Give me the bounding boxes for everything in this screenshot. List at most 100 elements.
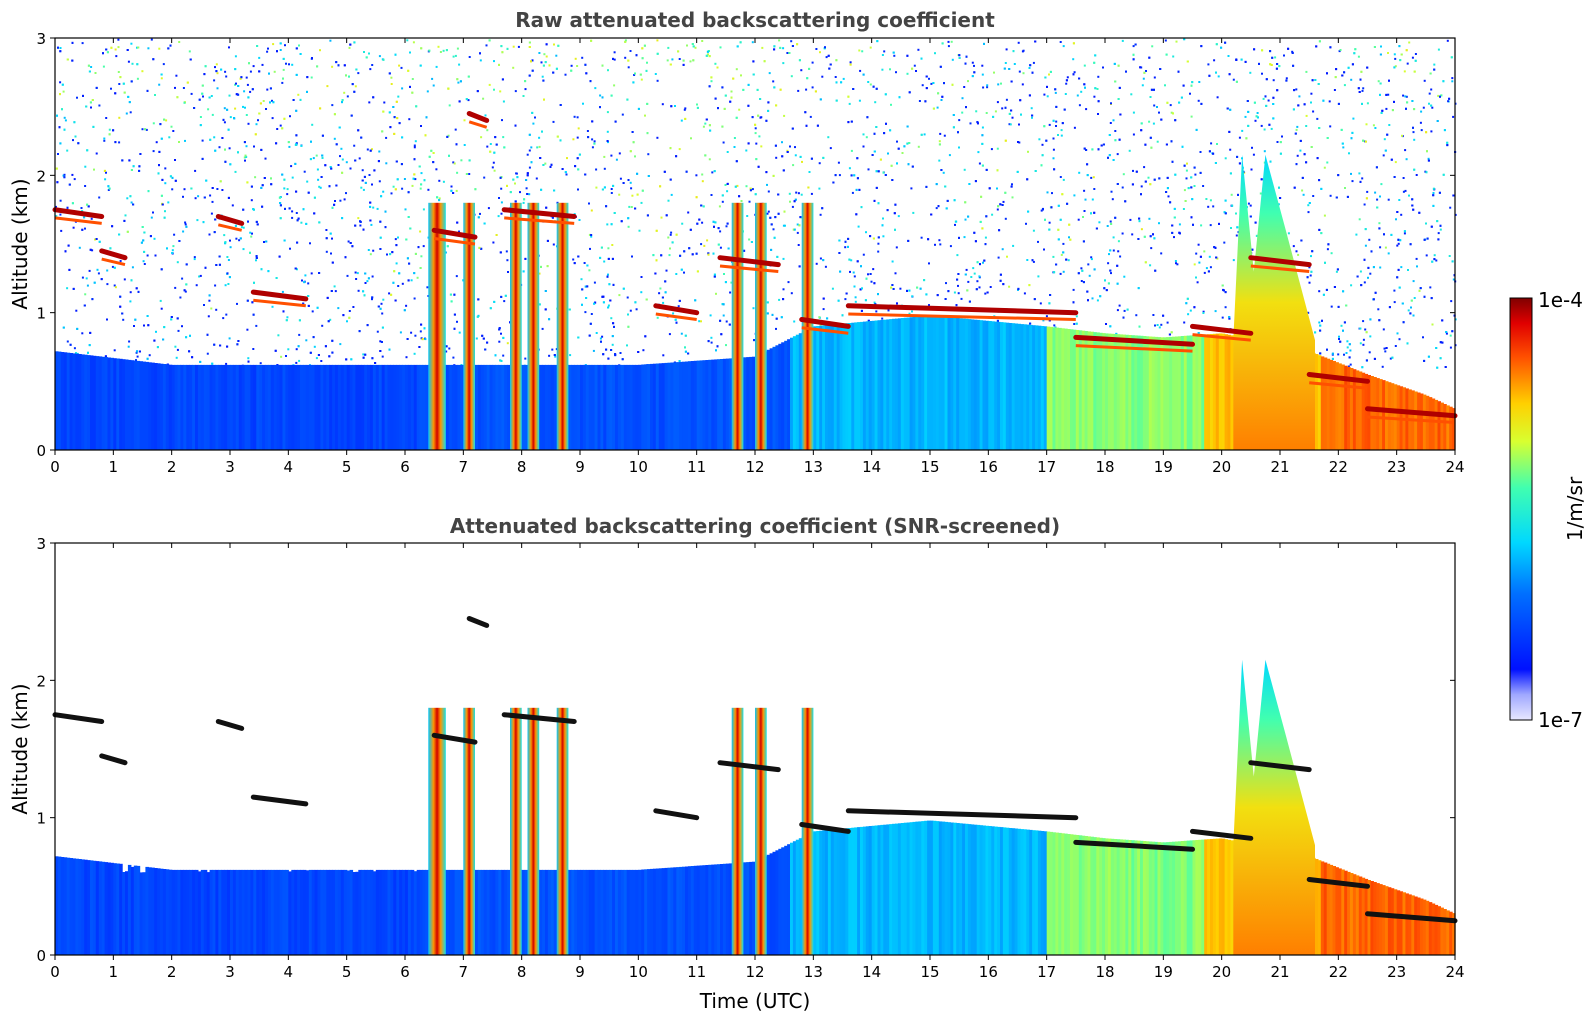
noise-dot bbox=[726, 151, 729, 153]
noise-dot bbox=[800, 193, 803, 196]
noise-dot bbox=[1149, 235, 1152, 238]
noise-dot bbox=[236, 302, 238, 305]
noise-dot bbox=[1349, 349, 1352, 352]
noise-dot bbox=[311, 123, 314, 126]
noise-dot bbox=[1245, 137, 1248, 140]
noise-dot bbox=[1093, 95, 1096, 98]
noise-dot bbox=[1247, 110, 1250, 113]
noise-dot bbox=[1380, 45, 1382, 48]
noise-dot bbox=[456, 47, 459, 50]
noise-dot bbox=[603, 186, 606, 189]
noise-dot bbox=[662, 354, 665, 357]
noise-dot bbox=[291, 210, 294, 213]
noise-dot bbox=[1117, 98, 1120, 100]
noise-dot bbox=[1249, 204, 1252, 207]
noise-dot bbox=[62, 90, 65, 93]
noise-dot bbox=[228, 46, 230, 49]
noise-dot bbox=[204, 65, 207, 68]
noise-dot bbox=[1197, 332, 1200, 334]
noise-dot bbox=[156, 346, 159, 349]
noise-dot bbox=[1359, 78, 1362, 81]
noise-dot bbox=[1200, 102, 1203, 105]
noise-dot bbox=[1310, 255, 1312, 258]
noise-dot bbox=[722, 141, 725, 144]
noise-dot bbox=[877, 293, 879, 296]
noise-dot bbox=[489, 150, 492, 153]
noise-dot bbox=[586, 130, 589, 132]
noise-dot bbox=[1323, 214, 1326, 217]
noise-dot bbox=[260, 148, 263, 151]
noise-dot bbox=[1387, 252, 1390, 255]
noise-dot bbox=[184, 223, 187, 226]
noise-dot bbox=[234, 224, 237, 227]
noise-dot bbox=[300, 144, 303, 147]
noise-dot bbox=[343, 198, 346, 201]
noise-dot bbox=[554, 355, 557, 358]
noise-dot bbox=[1109, 122, 1112, 124]
noise-dot bbox=[1435, 347, 1438, 349]
noise-dot bbox=[423, 179, 426, 182]
noise-dot bbox=[1379, 246, 1382, 249]
noise-dot bbox=[1378, 319, 1381, 322]
noise-dot bbox=[1043, 125, 1046, 128]
noise-dot bbox=[108, 187, 111, 190]
noise-dot bbox=[325, 229, 328, 231]
noise-dot bbox=[146, 357, 149, 360]
noise-dot bbox=[810, 157, 813, 160]
noise-dot bbox=[139, 153, 142, 155]
noise-dot bbox=[438, 197, 441, 200]
noise-dot bbox=[1091, 198, 1094, 201]
noise-dot bbox=[717, 227, 720, 230]
noise-dot bbox=[1260, 124, 1263, 127]
noise-dot bbox=[545, 206, 548, 209]
noise-dot bbox=[939, 132, 942, 135]
noise-dot bbox=[1044, 76, 1047, 79]
noise-dot bbox=[362, 353, 365, 356]
noise-dot bbox=[281, 173, 284, 176]
noise-dot bbox=[468, 173, 471, 175]
noise-dot bbox=[361, 179, 364, 182]
noise-dot bbox=[1342, 290, 1345, 293]
noise-dot bbox=[1214, 246, 1217, 249]
noise-dot bbox=[818, 162, 821, 165]
noise-dot bbox=[850, 120, 853, 123]
noise-dot bbox=[1077, 218, 1080, 221]
noise-dot bbox=[254, 133, 257, 136]
noise-dot bbox=[247, 96, 250, 99]
noise-dot bbox=[87, 64, 90, 67]
noise-dot bbox=[845, 292, 848, 295]
noise-dot bbox=[1012, 50, 1015, 53]
noise-dot bbox=[1139, 66, 1142, 69]
noise-dot bbox=[528, 46, 531, 48]
noise-dot bbox=[953, 199, 956, 202]
noise-dot bbox=[1317, 83, 1320, 85]
noise-dot bbox=[669, 178, 672, 181]
noise-dot bbox=[178, 240, 181, 242]
noise-dot bbox=[247, 357, 250, 360]
noise-dot bbox=[1403, 70, 1406, 73]
noise-dot bbox=[190, 92, 193, 95]
noise-dot bbox=[229, 116, 232, 119]
noise-dot bbox=[685, 170, 688, 173]
noise-dot bbox=[1128, 149, 1131, 152]
noise-dot bbox=[994, 110, 997, 113]
noise-dot bbox=[613, 84, 616, 87]
noise-dot bbox=[1372, 298, 1375, 301]
noise-dot bbox=[837, 299, 840, 302]
noise-dot bbox=[1272, 103, 1275, 105]
noise-dot bbox=[224, 241, 227, 244]
noise-dot bbox=[1110, 190, 1113, 193]
noise-dot bbox=[1246, 100, 1249, 102]
noise-dot bbox=[844, 246, 847, 249]
noise-dot bbox=[1057, 204, 1060, 207]
noise-dot bbox=[1230, 193, 1233, 196]
noise-dot bbox=[93, 281, 96, 284]
noise-dot bbox=[1167, 195, 1170, 198]
noise-dot bbox=[390, 192, 393, 195]
noise-dot bbox=[367, 277, 370, 280]
noise-dot bbox=[606, 223, 609, 226]
noise-dot bbox=[1117, 250, 1120, 253]
noise-dot bbox=[908, 289, 911, 292]
noise-dot bbox=[1116, 309, 1119, 312]
noise-dot bbox=[772, 174, 775, 177]
